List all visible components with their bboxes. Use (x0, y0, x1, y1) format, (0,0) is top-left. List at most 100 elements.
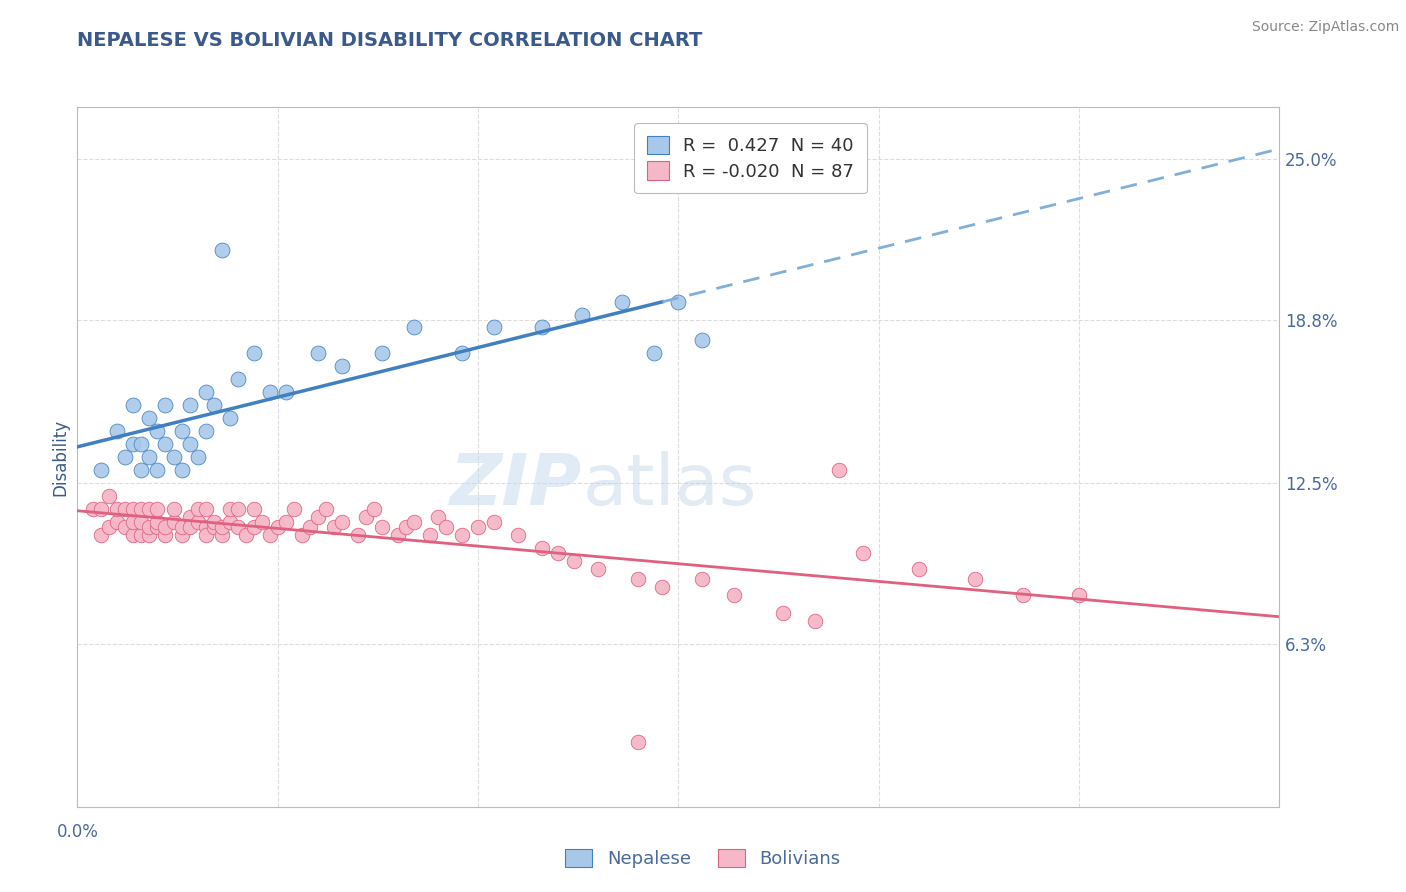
Point (202, 398, 225, 412)
Text: 0.0%: 0.0% (56, 822, 98, 840)
Point (122, 515, 145, 529)
Point (643, 346, 665, 360)
Point (162, 515, 184, 529)
Point (267, 520, 290, 534)
Point (202, 515, 225, 529)
Point (571, 308, 593, 322)
Point (194, 502, 217, 516)
Point (852, 546, 875, 560)
Point (259, 385, 281, 400)
Point (218, 515, 240, 529)
Text: atlas: atlas (582, 450, 756, 520)
Point (90, 528, 112, 542)
Point (187, 450, 209, 464)
Point (146, 515, 169, 529)
Point (162, 502, 184, 516)
Point (482, 515, 505, 529)
Point (283, 502, 305, 516)
Point (451, 346, 474, 360)
Point (138, 528, 160, 542)
Point (179, 398, 201, 412)
Point (322, 520, 344, 534)
Point (170, 463, 193, 477)
Point (194, 424, 217, 438)
Point (274, 385, 297, 400)
Legend: Nepalese, Bolivians: Nepalese, Bolivians (557, 840, 849, 877)
Point (387, 528, 409, 542)
Point (170, 520, 193, 534)
Point (395, 520, 418, 534)
Point (187, 502, 209, 516)
Point (131, 515, 153, 529)
Point (155, 437, 177, 451)
Point (298, 520, 321, 534)
Point (146, 520, 169, 534)
Point (131, 463, 153, 477)
Point (194, 528, 217, 542)
Point (211, 243, 233, 257)
Point (963, 572, 986, 586)
Point (122, 398, 145, 412)
Point (908, 562, 931, 576)
Point (627, 735, 650, 749)
Point (259, 528, 281, 542)
Point (562, 554, 585, 568)
Point (651, 580, 673, 594)
Point (307, 509, 329, 524)
Point (155, 520, 177, 534)
Point (612, 294, 634, 309)
Point (250, 515, 273, 529)
Point (482, 320, 505, 334)
Point (508, 528, 530, 542)
Point (107, 424, 129, 438)
Point (218, 411, 240, 425)
Point (122, 502, 145, 516)
Point (194, 385, 217, 400)
Point (531, 320, 554, 334)
Point (427, 509, 450, 524)
Point (692, 572, 714, 586)
Point (434, 520, 457, 534)
Point (155, 398, 177, 412)
Point (131, 437, 153, 451)
Point (90, 502, 112, 516)
Point (723, 588, 745, 602)
Point (772, 606, 794, 620)
Point (451, 528, 474, 542)
Point (82, 502, 104, 516)
Point (211, 528, 233, 542)
Point (187, 515, 209, 529)
Point (347, 528, 370, 542)
Point (146, 424, 169, 438)
Point (218, 502, 240, 516)
Point (162, 450, 184, 464)
Point (803, 614, 825, 628)
Point (315, 502, 337, 516)
Point (291, 528, 314, 542)
Point (194, 520, 217, 534)
Point (114, 502, 136, 516)
Text: NEPALESE VS BOLIVIAN DISABILITY CORRELATION CHART: NEPALESE VS BOLIVIAN DISABILITY CORRELAT… (77, 31, 703, 50)
Point (1012, 588, 1035, 602)
Point (114, 450, 136, 464)
Point (170, 528, 193, 542)
Point (371, 346, 394, 360)
Point (419, 528, 441, 542)
Point (274, 515, 297, 529)
Text: ZIP: ZIP (450, 450, 582, 520)
Point (330, 515, 353, 529)
Point (1069, 588, 1091, 602)
Point (402, 320, 425, 334)
Point (138, 502, 160, 516)
Point (131, 528, 153, 542)
Point (98, 520, 121, 534)
Point (179, 437, 201, 451)
Point (107, 502, 129, 516)
Point (363, 502, 385, 516)
Point (692, 334, 714, 348)
Point (138, 450, 160, 464)
Point (107, 515, 129, 529)
Point (146, 463, 169, 477)
Point (155, 528, 177, 542)
Point (122, 437, 145, 451)
